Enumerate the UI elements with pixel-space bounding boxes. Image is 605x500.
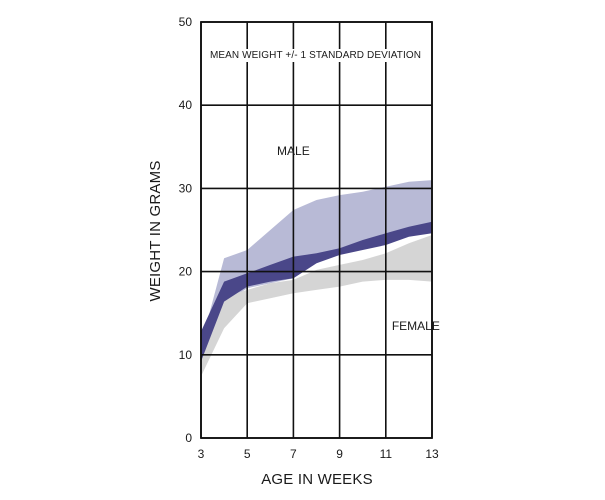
- band-overlap: [201, 221, 432, 362]
- grid-layer: [200, 21, 433, 439]
- annotation-female: FEMALE: [392, 319, 440, 333]
- plot-border: [200, 21, 433, 439]
- x-tick-label: 9: [336, 447, 343, 461]
- bands-layer: [201, 180, 432, 377]
- annotation-male: MALE: [277, 144, 310, 158]
- x-axis-title: AGE IN WEEKS: [261, 471, 373, 488]
- y-tick-label: 40: [179, 98, 193, 112]
- y-tick-label: 50: [179, 15, 193, 29]
- band-female: [201, 235, 432, 377]
- y-tick-label: 0: [185, 431, 192, 445]
- chart-title: MEAN WEIGHT +/- 1 STANDARD DEVIATION: [210, 50, 421, 61]
- chart-title-background: [206, 49, 425, 62]
- ticks-layer: 3 5 7 9 11 13 0 10 20 30 40 50: [179, 15, 439, 461]
- y-tick-label: 10: [179, 348, 193, 362]
- y-tick-label: 30: [179, 181, 193, 195]
- x-tick-label: 5: [244, 447, 251, 461]
- annotations-layer: MALE FEMALE: [277, 144, 440, 333]
- x-tick-label: 3: [198, 447, 205, 461]
- x-tick-label: 11: [380, 447, 393, 461]
- y-tick-label: 20: [179, 265, 193, 279]
- band-male: [201, 180, 432, 372]
- x-tick-label: 7: [290, 447, 297, 461]
- y-axis-title: WEIGHT IN GRAMS: [147, 160, 164, 301]
- x-tick-label: 13: [425, 447, 439, 461]
